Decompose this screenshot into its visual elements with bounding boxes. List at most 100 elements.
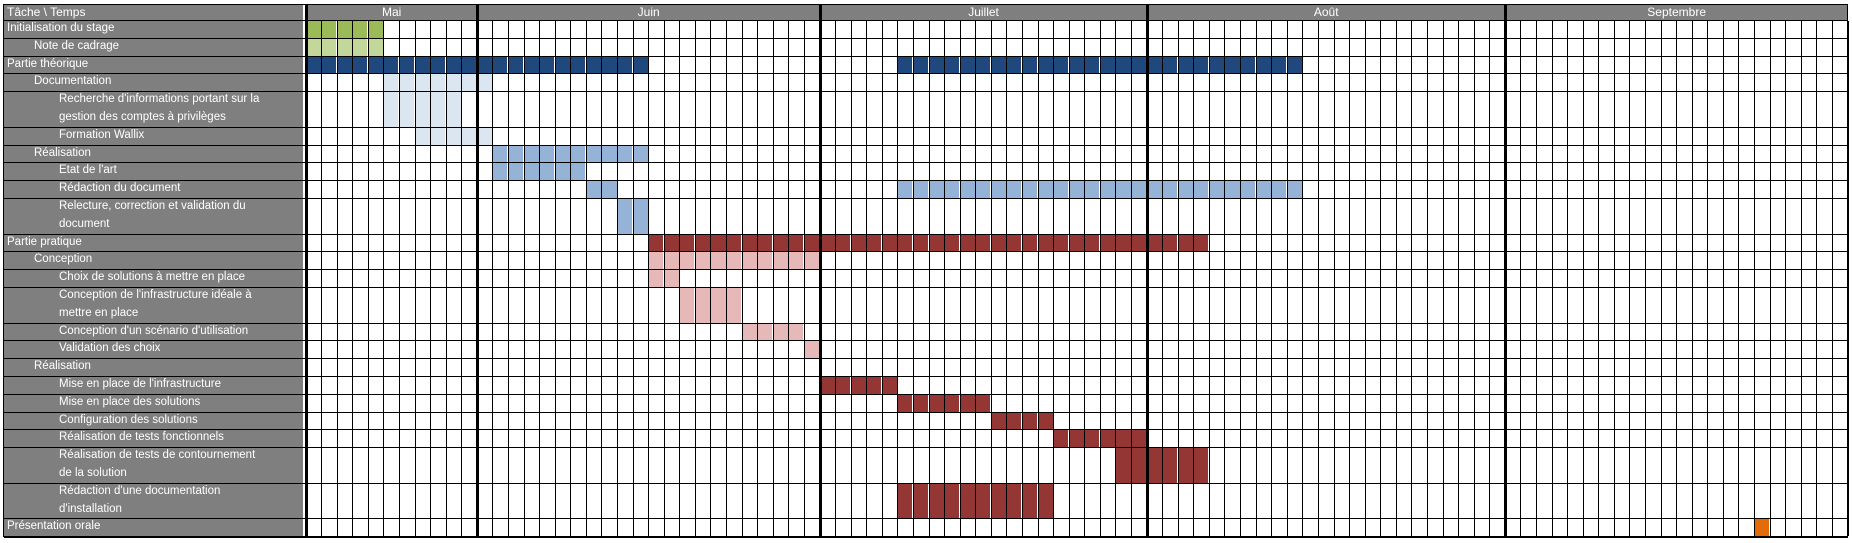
grid-vline (321, 21, 323, 537)
grid-vline (1567, 21, 1569, 537)
bar-cell (975, 56, 992, 74)
bar-cell (399, 56, 416, 74)
bar-cell (446, 92, 462, 127)
bar-cell (1131, 56, 1148, 74)
bar-cell (1131, 448, 1148, 483)
bar-cell (461, 56, 478, 74)
grid-hline (4, 73, 1848, 75)
bar-cell (851, 377, 867, 394)
bar-cell (539, 163, 556, 181)
grid-vline (1769, 21, 1771, 537)
bar-cell (446, 74, 462, 92)
bar-cell (820, 234, 836, 252)
bar-cell (1100, 234, 1116, 252)
header-label: Tâche \ Temps (4, 4, 303, 21)
grid-hline (4, 322, 1848, 324)
bar-cell (944, 234, 961, 252)
grid-vline (1193, 21, 1195, 537)
grid-vline (1629, 21, 1631, 537)
bar-cell (944, 56, 961, 74)
bar-cell (555, 163, 571, 181)
grid-vline (1224, 21, 1226, 537)
month-header: Septembre (1505, 4, 1848, 21)
grid-vline (835, 21, 837, 537)
grid-vline (1582, 21, 1584, 537)
bar-cell (742, 252, 758, 270)
bar-cell (570, 145, 587, 163)
bar-cell (555, 56, 571, 74)
bar-cell (710, 234, 727, 252)
bar-cell (897, 181, 914, 198)
bar-cell (648, 252, 665, 270)
task-label: Relecture, correction et validation du d… (4, 198, 303, 234)
bar-cell (897, 56, 914, 74)
grid-vline (585, 21, 587, 537)
bar-cell (710, 252, 727, 270)
grid-hline (4, 198, 1848, 199)
bar-cell (508, 163, 525, 181)
bar-cell (306, 21, 322, 38)
grid-vline (757, 21, 759, 537)
bar-cell (726, 288, 743, 323)
grid-vline (648, 21, 650, 537)
month-header: Août (1147, 4, 1506, 21)
bar-cell (617, 199, 634, 234)
bar-cell (1022, 483, 1039, 519)
bar-cell (788, 323, 805, 341)
grid-vline (1364, 21, 1366, 537)
grid-vline (445, 21, 447, 537)
bar-cell (960, 234, 976, 252)
task-label: Initialisation du stage (4, 20, 303, 38)
bar-cell (991, 412, 1007, 430)
bar-cell (804, 234, 820, 252)
grid-vline (1816, 21, 1818, 537)
grid-vline (507, 21, 509, 537)
task-label: Rédaction du document (4, 180, 303, 198)
grid-vline (1380, 21, 1382, 537)
month-header: Mai (306, 4, 478, 21)
grid-vline (726, 21, 728, 537)
grid-vline (1333, 21, 1335, 537)
bar-cell (430, 56, 447, 74)
bar-cell (539, 145, 556, 163)
grid-vline (492, 21, 494, 537)
bar-cell (929, 234, 945, 252)
bar-cell (757, 234, 774, 252)
bar-cell (446, 127, 462, 145)
bar-cell (1193, 181, 1210, 198)
bar-cell (383, 74, 400, 92)
grid-hline (4, 180, 1848, 182)
bar-cell (633, 199, 649, 234)
grid-vline (1473, 21, 1475, 537)
bar-cell (882, 234, 898, 252)
bar-cell (913, 483, 930, 519)
bar-cell (492, 163, 509, 181)
grid-hline (4, 358, 1848, 360)
grid-vline (1535, 21, 1537, 537)
grid-vline (788, 21, 790, 537)
month-separator (1146, 4, 1150, 538)
grid-vline (1068, 21, 1070, 537)
bar-cell (742, 323, 758, 341)
bar-cell (1271, 181, 1288, 198)
bar-cell (1084, 181, 1101, 198)
bar-cell (1006, 412, 1023, 430)
task-label: Mise en place des solutions (4, 393, 303, 412)
bar-cell (337, 56, 353, 74)
grid-vline (1240, 21, 1242, 537)
bar-cell (633, 145, 649, 163)
task-label: Conception d'un scénario d'utilisation (4, 322, 303, 341)
bar-cell (835, 234, 852, 252)
task-label: Conception de l'infrastructure idéale à … (4, 287, 303, 323)
bar-cell (1115, 56, 1132, 74)
bar-cell (679, 252, 696, 270)
bar-cell (1038, 56, 1054, 74)
grid-vline (1520, 21, 1522, 537)
bar-cell (679, 234, 696, 252)
bar-cell (695, 252, 711, 270)
grid-vline (1177, 21, 1179, 537)
bar-cell (1006, 483, 1023, 519)
month-separator (476, 4, 480, 538)
bar-cell (1209, 56, 1225, 74)
grid-hline (4, 20, 1848, 21)
